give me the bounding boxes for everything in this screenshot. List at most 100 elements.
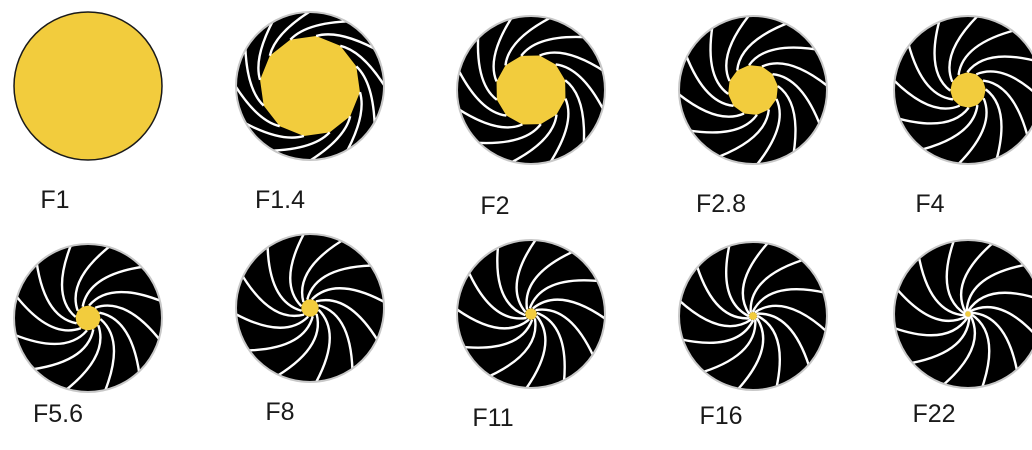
blade-edge: [14, 329, 88, 346]
blade-edge: [679, 294, 752, 328]
diaphragm-f22: [894, 240, 1032, 388]
rim-f2-8: [678, 15, 828, 165]
blade-edge: [268, 12, 322, 57]
aperture-icon-f5-6: [13, 243, 163, 393]
rim-f22: [893, 239, 1032, 389]
blade-edge: [236, 308, 309, 329]
aperture-icon-f22: [893, 239, 1032, 389]
blades-f8: [236, 234, 384, 382]
blade-edge: [965, 262, 1032, 312]
rim-f5-6: [13, 243, 163, 393]
aperture-icon-f2-8: [678, 15, 828, 165]
blade-edge: [289, 234, 310, 307]
diaphragm-f4: [894, 16, 1032, 164]
diaphragm-f2: [457, 16, 605, 164]
blades-f2-8: [679, 16, 827, 164]
blade-edge: [894, 282, 967, 322]
blade-edge: [751, 288, 827, 313]
blade-edge: [339, 44, 384, 98]
fstop-label-f11: F11: [472, 404, 514, 432]
blade-edge: [34, 254, 77, 325]
blades-f16: [679, 242, 827, 390]
diaphragm-f5-6: [14, 244, 162, 392]
fstop-label-f16: F16: [699, 402, 743, 430]
blade-edge: [58, 324, 102, 392]
blade-edge: [94, 304, 162, 348]
blade-edge: [318, 304, 354, 379]
rim-f1-4: [235, 11, 385, 161]
blade-edge: [306, 264, 381, 300]
blade-edge: [14, 288, 82, 332]
diaphragm-f11: [457, 240, 605, 388]
blade-edge: [970, 313, 991, 388]
blade-edge: [948, 16, 985, 83]
fstop-label-f5-6: F5.6: [32, 400, 84, 428]
blade-edge: [236, 74, 281, 128]
fstop-label-f2: F2: [480, 192, 510, 220]
blade-edge: [269, 313, 319, 381]
aperture-f11: F11: [453, 236, 623, 446]
rim-f16: [678, 241, 828, 391]
aperture-f22: F22: [890, 236, 1032, 446]
fstop-label-f4: F4: [915, 190, 945, 218]
rim-f11: [456, 239, 606, 389]
blade-edge: [515, 240, 542, 313]
aperture-icon-f1-4: [235, 11, 385, 161]
blade-edge: [903, 316, 971, 366]
blade-edge: [237, 267, 305, 317]
blades-f22: [894, 240, 1032, 388]
aperture-diagram: F1 F1.4 F2 F2.8 F4 F5.6 F8 F11 F16 F22: [13, 11, 1032, 431]
blade-edge: [74, 244, 118, 312]
rim-f2: [456, 15, 606, 165]
blade-edge: [754, 304, 827, 338]
aperture-f2: F2: [453, 12, 623, 222]
blade-edge: [969, 306, 1032, 346]
fstop-label-f8: F8: [265, 398, 295, 426]
blades-f4: [894, 16, 1032, 164]
blades-f11: [457, 240, 605, 388]
fstop-label-f22: F22: [912, 400, 956, 428]
blade-edge: [982, 79, 1031, 145]
blade-edge: [936, 315, 976, 388]
blade-edge: [525, 247, 581, 310]
blade-edge: [60, 244, 77, 318]
blade-edge: [957, 27, 1023, 76]
blade-edge: [916, 249, 966, 317]
aperture-f4: F4: [890, 12, 1032, 222]
blade-edge: [24, 329, 95, 372]
aperture-f5-6: F5.6: [10, 240, 180, 450]
blade-edge: [951, 97, 988, 164]
blade-edge: [310, 309, 331, 382]
blade-edge: [945, 240, 966, 315]
blade-edge: [967, 291, 1032, 312]
diaphragm-f2-8: [679, 16, 827, 164]
diaphragm-f16: [679, 242, 827, 390]
blade-edge: [528, 279, 605, 309]
blade-edge: [756, 312, 813, 374]
blade-edge: [99, 318, 116, 392]
blade-edge: [536, 311, 566, 388]
fstop-label-f2-8: F2.8: [695, 190, 747, 218]
opening-f1: [14, 12, 162, 160]
blade-edge: [894, 73, 961, 110]
blade-edge: [496, 240, 526, 317]
blade-edge: [81, 264, 152, 307]
blade-edge: [984, 88, 1003, 164]
blade-edge: [966, 55, 1032, 74]
aperture-f8: F8: [232, 230, 402, 440]
blade-edge: [695, 319, 757, 376]
rim-f1: [13, 11, 163, 161]
blade-edge: [960, 240, 1000, 313]
blade-edge: [756, 314, 781, 390]
rim-f4: [893, 15, 1032, 165]
aperture-icon-f16: [678, 241, 828, 391]
blade-edge: [266, 237, 302, 312]
fstop-label-f1: F1: [40, 186, 70, 214]
blade-edge: [894, 316, 969, 337]
aperture-icon-f8: [235, 233, 385, 383]
blade-edge: [520, 315, 547, 388]
blade-edge: [894, 106, 970, 125]
blade-edge: [933, 16, 952, 92]
blade-edge: [679, 319, 755, 344]
aperture-icon-f2: [456, 15, 606, 165]
